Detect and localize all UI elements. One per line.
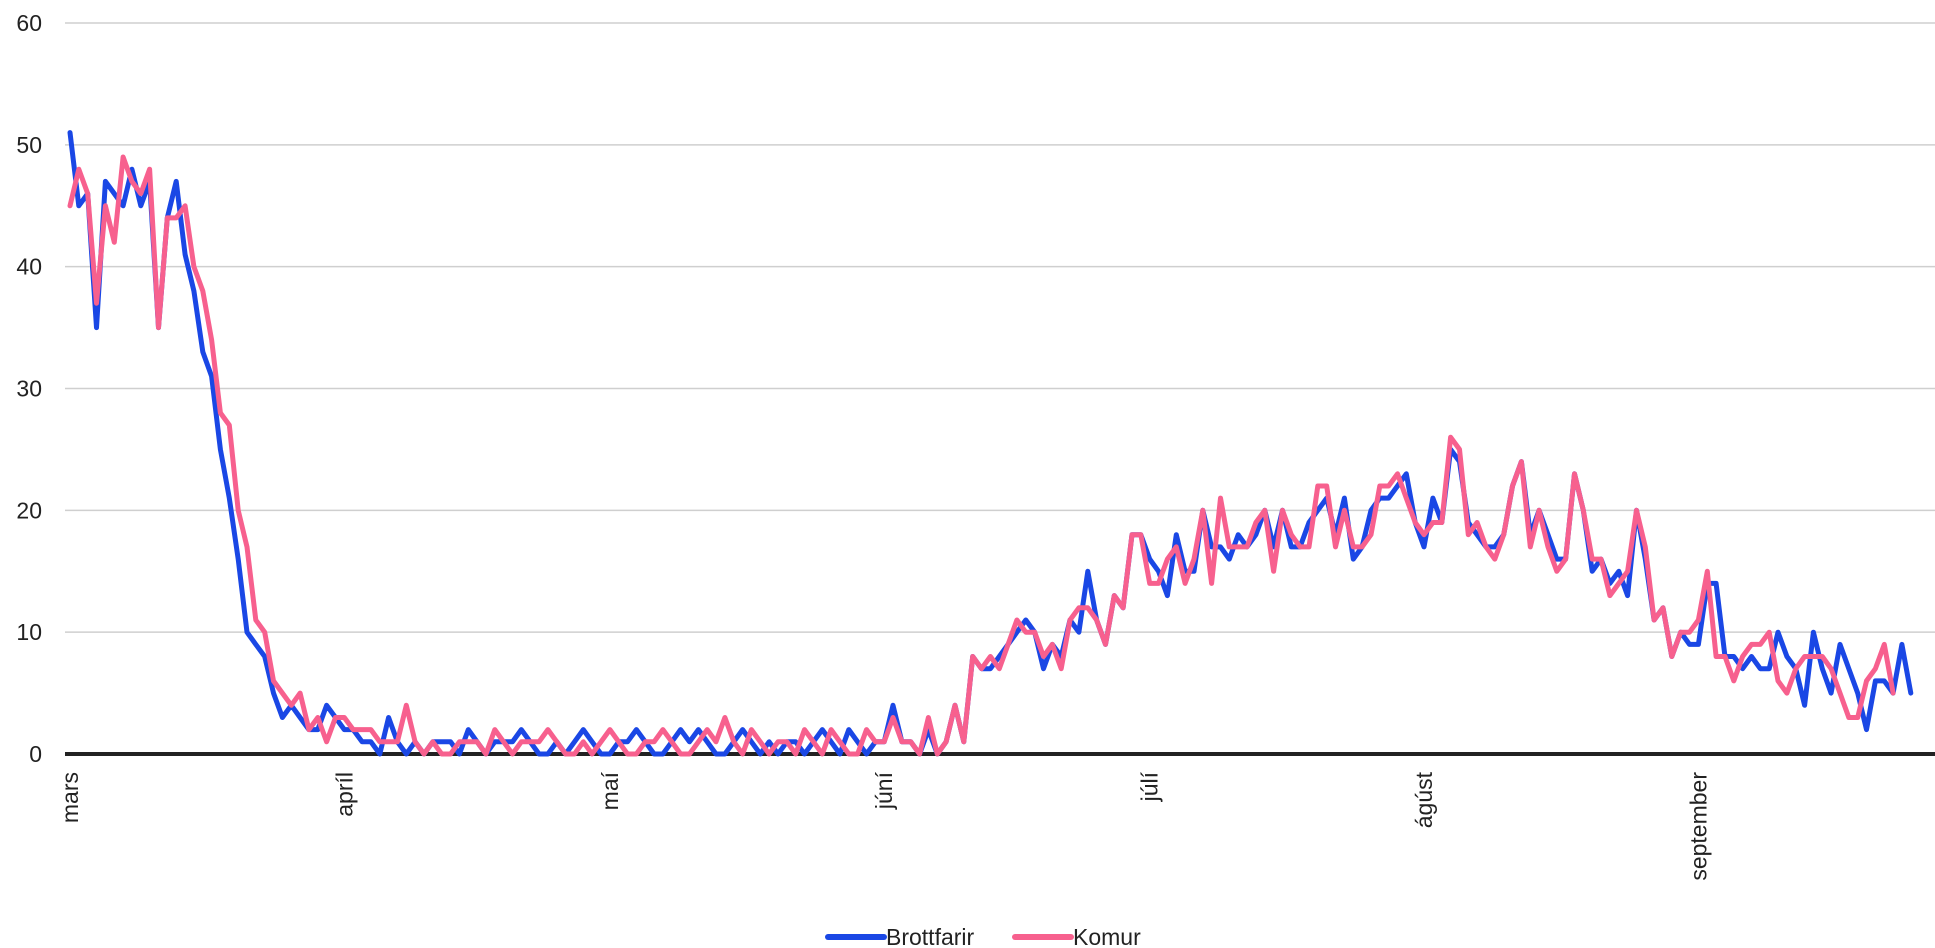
x-tick-label: júní	[871, 771, 897, 810]
x-tick-label: apríl	[331, 772, 357, 817]
y-tick-label: 50	[16, 132, 42, 158]
y-tick-label: 30	[16, 376, 42, 402]
x-tick-label: september	[1685, 772, 1711, 881]
x-axis-ticks: mars apríl maí júní júlí ágúst september	[57, 771, 1711, 880]
y-tick-label: 10	[16, 619, 42, 645]
gridlines	[65, 22, 1935, 633]
x-tick-label: maí	[597, 771, 623, 810]
series-line-brottfarir	[67, 130, 1914, 757]
legend-item-brottfarir[interactable]: Brottfarir	[825, 924, 975, 948]
y-tick-label: 0	[29, 741, 42, 767]
legend[interactable]: Brottfarir Komur	[825, 924, 1141, 948]
y-tick-label: 40	[16, 254, 42, 280]
y-tick-label: 20	[16, 497, 42, 523]
y-axis-ticks: 0 10 20 30 40 50 60	[16, 10, 42, 767]
legend-item-komur[interactable]: Komur	[1012, 924, 1141, 948]
x-tick-label: júlí	[1137, 771, 1163, 802]
series-line-komur	[67, 154, 1896, 757]
legend-label: Komur	[1073, 924, 1141, 948]
legend-label: Brottfarir	[886, 924, 975, 948]
x-tick-label: mars	[57, 772, 83, 823]
series-group	[67, 130, 1914, 757]
x-tick-label: ágúst	[1411, 771, 1437, 828]
y-tick-label: 60	[16, 10, 42, 36]
